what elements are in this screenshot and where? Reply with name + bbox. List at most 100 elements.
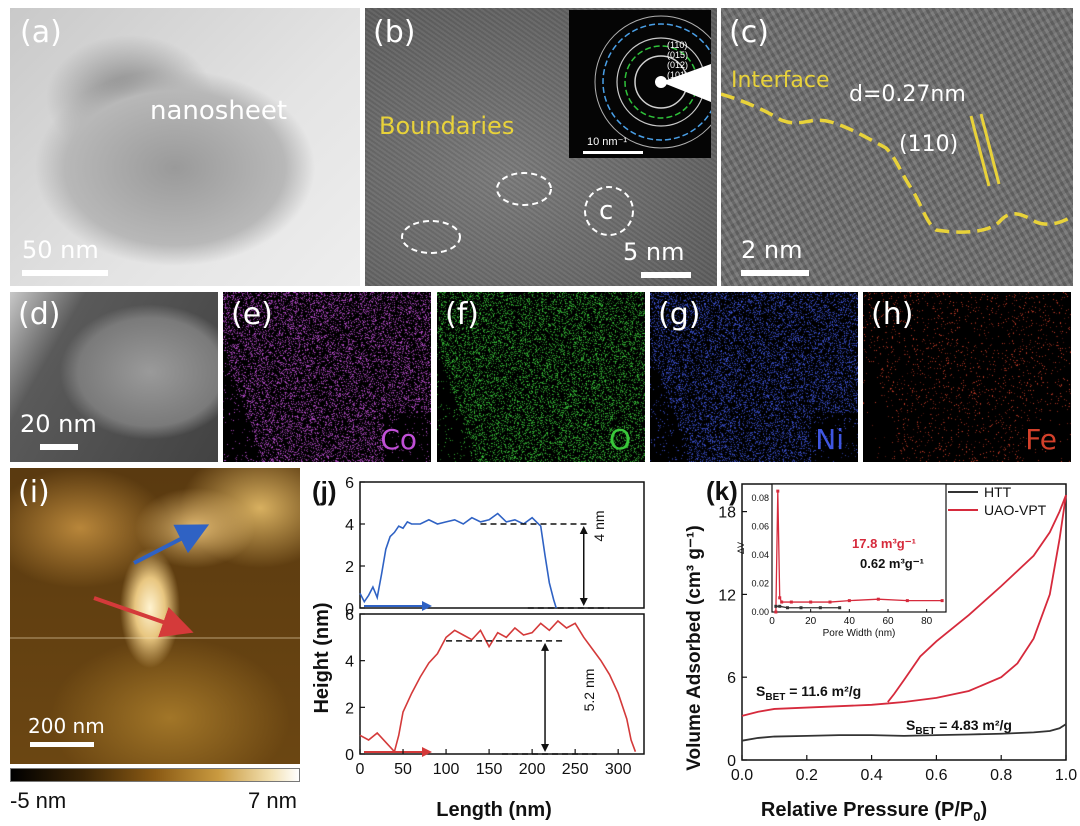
- inset-ytick-label: 0.02: [751, 579, 769, 589]
- height-profile-chart: (j) Length (nm) Height (nm) 4 nm 5.2 nm …: [311, 475, 645, 821]
- scale-bar-label-d: 20 nm: [20, 410, 97, 438]
- panel-e-eds-map: (e) Co: [223, 292, 431, 462]
- panel-j-height-profiles: (j) Length (nm) Height (nm) 4 nm 5.2 nm …: [304, 468, 684, 824]
- saed-scale-bar: [583, 151, 643, 154]
- inset-point: [776, 489, 780, 493]
- inset-ytick-label: 0.08: [751, 493, 769, 503]
- scale-bar-b: [641, 272, 691, 278]
- j-ytick-label: 0: [345, 747, 354, 764]
- inset-xtick-label: 20: [805, 616, 817, 627]
- k-xtick-label: 0.2: [796, 767, 818, 784]
- element-label-o: O: [608, 423, 631, 456]
- j-xtick-label: 300: [605, 761, 632, 778]
- j-ytick-label: 2: [345, 700, 354, 717]
- j-xtick-label: 200: [519, 761, 546, 778]
- k-xtick-label: 0.4: [860, 767, 882, 784]
- inset-point: [838, 606, 842, 610]
- panel-g-eds-map: (g) Ni: [650, 292, 858, 462]
- arrow-head: [579, 598, 588, 606]
- legend-label: UAO-VPT: [984, 502, 1047, 518]
- panel-k-label: (k): [706, 476, 738, 506]
- inset-point: [774, 610, 778, 614]
- k-xtick-label: 1.0: [1055, 767, 1077, 784]
- eds-speckle: [437, 292, 645, 462]
- nanosheet-annotation: nanosheet: [150, 96, 288, 126]
- panel-j-label: (j): [312, 476, 337, 506]
- panel-i-label: (i): [18, 475, 50, 510]
- d-spacing-annotation: d=0.27nm: [849, 82, 966, 107]
- htt-isotherm: [741, 723, 1067, 742]
- k-xtick-label: 0.0: [731, 767, 753, 784]
- uao-vpt-isotherm: [741, 494, 1067, 717]
- panel-h-label: (h): [871, 297, 914, 332]
- j-xtick-label: 250: [562, 761, 589, 778]
- k-ylabel: Volume Adsorbed (cm³ g⁻¹): [684, 525, 705, 770]
- scale-bar-d: [40, 444, 78, 450]
- panel-f-eds-map: (f) O: [437, 292, 645, 462]
- boundary-circles: [401, 172, 634, 254]
- panel-g-label: (g): [658, 297, 701, 332]
- inset-ytick-label: 0.00: [751, 607, 769, 617]
- inset-point: [799, 606, 803, 610]
- circle-c-label: c: [599, 196, 614, 226]
- saed-ring-labels: (110) (015) (012) (101): [667, 40, 688, 80]
- profile-arrow-head: [422, 601, 432, 611]
- inset-point: [847, 599, 851, 603]
- inset-point: [778, 604, 782, 608]
- afm-height-colorbar: [10, 768, 300, 782]
- interface-line: [721, 92, 1073, 234]
- inset-ytick-label: 0.06: [751, 522, 769, 532]
- inset-xlabel: Pore Width (nm): [823, 628, 896, 639]
- element-label-fe: Fe: [1025, 423, 1057, 456]
- panel-b-label: (b): [373, 15, 416, 50]
- j-ytick-label: 6: [345, 475, 354, 492]
- inset-point: [876, 597, 880, 601]
- eds-speckle: [223, 292, 431, 462]
- inset-point: [940, 599, 944, 603]
- panel-k-bet-isotherms: (k) Relative Pressure (P/P0) Volume Adso…: [684, 468, 1080, 824]
- inset-xtick-label: 60: [882, 616, 894, 627]
- panel-f-label: (f): [445, 297, 479, 332]
- k-ytick-label: 12: [718, 587, 736, 604]
- k-ytick-label: 0: [727, 753, 736, 770]
- scale-bar-i: [30, 742, 94, 747]
- panel-d-haadf-image: (d) 20 nm: [10, 292, 218, 462]
- inset-uao-vpt-volume: 17.8 m³g⁻¹: [852, 536, 916, 551]
- k-ytick-label: 18: [718, 505, 736, 522]
- sbet-htt-annotation: SBET = 4.83 m²/g: [906, 717, 1012, 737]
- colorbar-max-label: 7 nm: [248, 788, 297, 813]
- inset-ytick-label: 0.04: [751, 550, 769, 560]
- j-ytick-label: 4: [345, 654, 354, 671]
- inset-point: [809, 600, 813, 604]
- j-ytick-label: 6: [345, 607, 354, 624]
- scale-bar-a: [22, 270, 108, 276]
- j-ytick-label: 4: [345, 517, 354, 534]
- saed-pattern: [594, 15, 717, 149]
- inset-xtick-label: 80: [921, 616, 933, 627]
- j-ylabel: Height (nm): [311, 602, 333, 713]
- inset-point: [778, 596, 782, 600]
- inset-point: [818, 606, 822, 610]
- k-xtick-label: 0.8: [990, 767, 1012, 784]
- k-xlabel: Relative Pressure (P/P0): [761, 799, 987, 824]
- inset-point: [785, 606, 789, 610]
- j-xtick-label: 100: [433, 761, 460, 778]
- inset-point: [774, 604, 778, 608]
- interface-annotation: Interface: [731, 68, 830, 93]
- bet-isotherm-chart: (k) Relative Pressure (P/P0) Volume Adso…: [684, 476, 1077, 824]
- scale-bar-label-c: 2 nm: [741, 236, 803, 264]
- panel-a-tem-image: (a) nanosheet 50 nm: [10, 8, 360, 286]
- scale-bar-label-b: 5 nm: [623, 238, 685, 266]
- sbet-uao-vpt-annotation: SBET = 11.6 m²/g: [756, 683, 861, 703]
- afm-profile-arrows: [10, 524, 300, 639]
- arrow-head: [579, 526, 588, 534]
- panel-c-hrtem-image: (c) Interface d=0.27nm (110) 2 nm: [721, 8, 1073, 286]
- scale-bar-label-i: 200 nm: [28, 714, 105, 738]
- inset-ylabel: ΔV: [736, 542, 746, 554]
- pore-inset-frame: [771, 483, 947, 613]
- panel-c-label: (c): [729, 15, 769, 50]
- legend-label: HTT: [984, 484, 1012, 500]
- ring-label: (101): [667, 70, 689, 80]
- j-xtick-label: 150: [476, 761, 503, 778]
- inset-point: [789, 600, 793, 604]
